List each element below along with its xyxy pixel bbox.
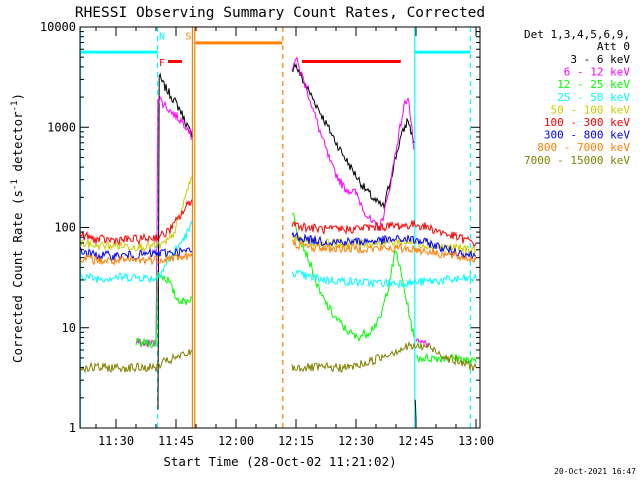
- series-8-segment-0: [79, 349, 193, 374]
- y-label-sup2: -1: [10, 101, 20, 112]
- y-tick-label-2: 100: [54, 221, 76, 235]
- chart-title: RHESSI Observing Summary Count Rates, Co…: [75, 5, 485, 21]
- series-0-segment-0: [157, 72, 193, 410]
- series-6: [79, 231, 476, 262]
- series-8-segment-1: [291, 340, 477, 373]
- legend-entry-0: 3 - 6 keV: [570, 53, 630, 66]
- series-4-segment-0: [79, 176, 193, 252]
- series-5-segment-0: [79, 199, 193, 247]
- legend-entry-5: 100 - 300 keV: [544, 116, 630, 129]
- y-tick-label-3: 1000: [47, 120, 76, 134]
- series-2-segment-2: [416, 353, 477, 366]
- series-5: [79, 199, 477, 248]
- y-label-end: ): [10, 93, 25, 101]
- series-5-segment-1: [291, 220, 477, 248]
- series-2-segment-0: [135, 271, 193, 348]
- y-axis-label: Corrected Count Rate (s-1 detector-1): [10, 93, 25, 363]
- legend-header-line-2: Att 0: [597, 40, 630, 53]
- x-tick-label-3: 12:15: [278, 434, 314, 448]
- series-7-segment-1: [291, 239, 477, 264]
- legend-entry-3: 25 - 50 keV: [557, 91, 630, 104]
- legend-entry-2: 12 - 25 keV: [557, 78, 630, 91]
- series-7: [79, 239, 477, 267]
- series-8: [79, 340, 477, 374]
- series-1-segment-1: [291, 56, 415, 231]
- series-1-segment-2: [415, 338, 429, 349]
- series-2-segment-1: [291, 212, 415, 343]
- series-3: [79, 220, 477, 289]
- series-0-segment-1: [291, 62, 415, 210]
- x-axis-label: Start Time (28-Oct-02 11:21:02): [163, 454, 396, 469]
- x-tick-label-5: 12:45: [398, 434, 434, 448]
- legend-entry-8: 7000 - 15000 keV: [524, 154, 630, 167]
- x-tick-label-2: 12:00: [218, 434, 254, 448]
- legend-entry-1: 6 - 12 keV: [564, 66, 631, 79]
- x-tick-label-1: 11:45: [158, 434, 194, 448]
- series-6-segment-0: [79, 246, 193, 262]
- y-label-mid: detector: [10, 111, 25, 179]
- flag-label-0: N: [159, 32, 165, 43]
- x-tick-label-0: 11:30: [98, 434, 134, 448]
- legend-entry-7: 800 - 7000 keV: [537, 141, 630, 154]
- y-label-main: Corrected Count Rate (s: [10, 190, 25, 363]
- legend-entry-6: 300 - 800 keV: [544, 129, 630, 142]
- legend-header-line-1: Det 1,3,4,5,6,9,: [524, 28, 630, 41]
- timestamp: 20-Oct-2021 16:47: [554, 467, 636, 476]
- series-6-segment-1: [291, 231, 476, 261]
- y-tick-label-0: 1: [69, 421, 76, 435]
- y-label-sup1: -1: [10, 179, 20, 190]
- flag-label-1: F: [159, 58, 165, 69]
- axes: 1 10 100 1000 10000 11:30 11:45 12:00 12:15 12:30…: [40, 20, 494, 448]
- series-0-segment-2: [414, 399, 417, 421]
- x-tick-label-4: 12:30: [338, 434, 374, 448]
- legend-entry-4: 50 - 100 keV: [551, 103, 631, 116]
- x-tick-label-6: 13:00: [458, 434, 494, 448]
- flag-label-2: S: [185, 32, 191, 43]
- y-tick-label-4: 10000: [40, 20, 76, 34]
- series-3-segment-0: [79, 220, 193, 284]
- y-tick-label-1: 10: [62, 321, 76, 335]
- series-7-segment-0: [79, 251, 193, 267]
- series-0: [157, 62, 417, 421]
- series-2: [135, 212, 477, 366]
- plot-area: N F S: [79, 27, 477, 428]
- series-3-segment-1: [291, 269, 477, 289]
